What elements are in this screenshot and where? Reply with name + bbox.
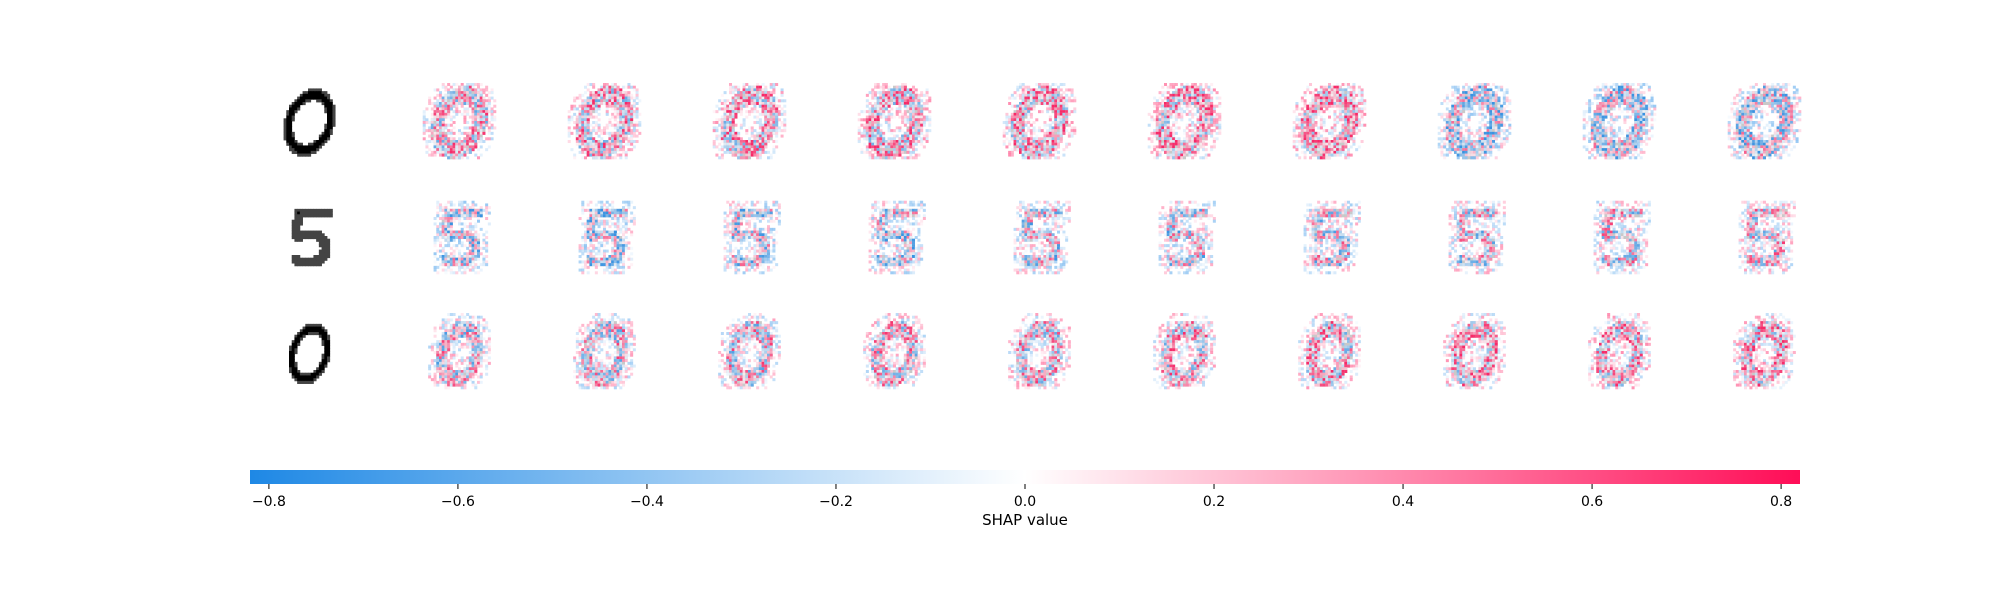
- shap-heatmap-panel: [1304, 201, 1361, 275]
- colorbar-tick-label: 0.0: [1014, 494, 1036, 510]
- shap-heatmap-panel: [1293, 83, 1367, 159]
- shap-heatmap-panel: [1728, 83, 1802, 159]
- colorbar-gradient: [250, 470, 1800, 484]
- colorbar-tick-label: −0.2: [819, 494, 853, 510]
- colorbar-tick-label: 0.4: [1392, 494, 1414, 510]
- shap-colorbar: −0.8 −0.6 −0.4 −0.2 0.0 0.2 0.4 0.6 0.8 SHAP val…: [250, 470, 1800, 529]
- shap-heatmap-panel: [863, 313, 926, 389]
- shap-heatmap-panel: [428, 313, 491, 389]
- shap-heatmap-panel: [1449, 201, 1506, 275]
- shap-heatmap-panel: [1153, 313, 1216, 389]
- shap-heatmap-panel: [1008, 313, 1071, 389]
- shap-heatmap-panel: [1588, 313, 1651, 389]
- shap-heatmap-panel: [1583, 83, 1657, 159]
- shap-heatmap-panel: [1739, 201, 1796, 275]
- shap-heatmap-panel: [568, 83, 642, 159]
- shap-heatmap-panel: [579, 201, 636, 275]
- shap-heatmap-panel: [858, 83, 932, 159]
- colorbar-tick-label: 0.6: [1581, 494, 1603, 510]
- input-digit-image: [284, 88, 336, 156]
- colorbar-tick-label: −0.8: [252, 494, 286, 510]
- shap-heatmap-panel: [718, 313, 781, 389]
- input-digit-image: [292, 209, 333, 266]
- shap-heatmap-panel: [724, 201, 781, 275]
- image-panel-grid: [284, 83, 1802, 389]
- shap-heatmap-panel: [1148, 83, 1222, 159]
- shap-heatmap-panel: [1733, 313, 1796, 389]
- shap-heatmap-panel: [713, 83, 787, 159]
- shap-heatmap-panel: [1298, 313, 1361, 389]
- shap-heatmap-panel: [1014, 201, 1071, 275]
- colorbar-tick-label: 0.8: [1770, 494, 1792, 510]
- shap-heatmap-panel: [1443, 313, 1506, 389]
- colorbar-tick-label: 0.2: [1203, 494, 1225, 510]
- colorbar-label: SHAP value: [982, 511, 1068, 529]
- colorbar-tick-label: −0.4: [630, 494, 664, 510]
- shap-heatmap-panel: [573, 313, 636, 389]
- shap-heatmap-panel: [434, 201, 491, 275]
- shap-heatmap-panel: [1159, 201, 1216, 275]
- input-digit-image: [289, 324, 330, 384]
- shap-heatmap-panel: [869, 201, 926, 275]
- colorbar-tick-label: −0.6: [441, 494, 475, 510]
- shap-heatmap-panel: [1438, 83, 1512, 159]
- shap-heatmap-panel: [423, 83, 497, 159]
- shap-heatmap-panel: [1003, 83, 1077, 159]
- colorbar-ticks: −0.8 −0.6 −0.4 −0.2 0.0 0.2 0.4 0.6 0.8: [252, 484, 1792, 510]
- shap-heatmap-panel: [1594, 201, 1651, 275]
